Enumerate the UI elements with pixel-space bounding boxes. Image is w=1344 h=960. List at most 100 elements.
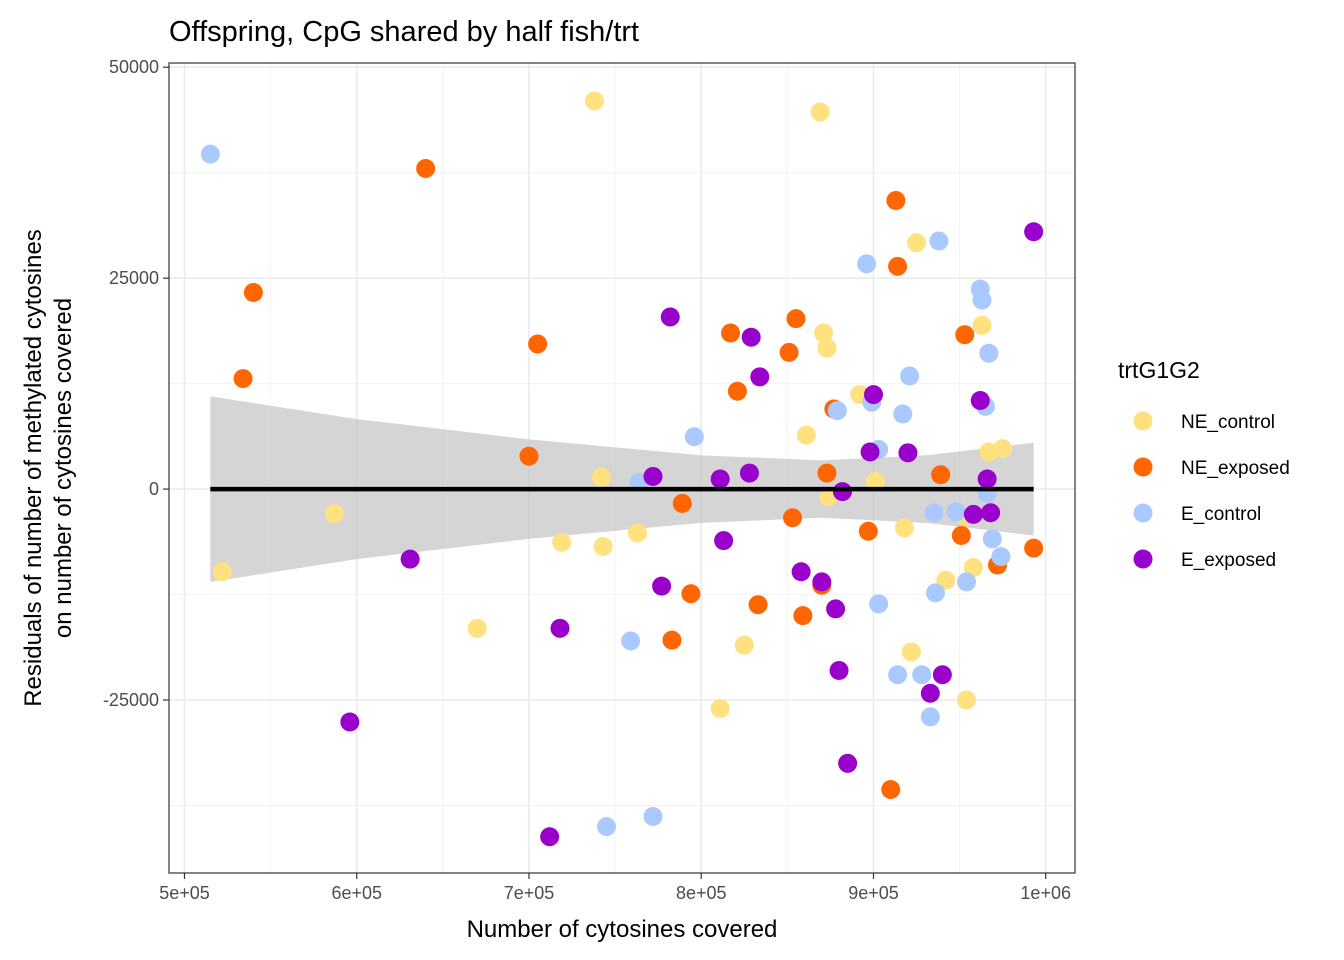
data-point-ne-control	[907, 233, 927, 253]
data-point-ne-exposed	[416, 158, 436, 178]
y-tick-label: 0	[149, 479, 159, 499]
data-point-e-control	[982, 529, 1002, 549]
y-axis: -25000 0 25000 50000	[103, 57, 169, 710]
data-point-ne-exposed	[519, 446, 539, 466]
data-point-e-exposed	[981, 503, 1001, 523]
data-point-e-control	[920, 707, 940, 727]
data-point-e-exposed	[863, 385, 883, 405]
data-point-ne-exposed	[888, 256, 908, 276]
data-point-e-exposed	[829, 661, 849, 680]
data-point-e-exposed	[812, 572, 832, 592]
data-point-ne-exposed	[233, 369, 253, 389]
data-point-ne-exposed	[662, 630, 682, 650]
x-tick-label: 9e+05	[848, 883, 899, 903]
data-point-ne-control	[817, 338, 837, 358]
data-point-ne-exposed	[1024, 538, 1044, 558]
data-point-e-control	[200, 144, 220, 164]
data-point-e-exposed	[970, 391, 990, 410]
legend-key-e-control	[1133, 503, 1153, 523]
data-point-e-exposed	[739, 463, 759, 483]
legend-label-e-exposed: E_exposed	[1181, 550, 1276, 571]
data-point-ne-exposed	[786, 309, 806, 329]
legend-title: trtG1G2	[1118, 357, 1200, 383]
data-point-ne-exposed	[793, 606, 813, 626]
data-point-e-exposed	[710, 469, 730, 489]
x-tick-label: 6e+05	[331, 883, 382, 903]
x-tick-label: 5e+05	[159, 883, 210, 903]
x-tick-label: 1e+06	[1020, 883, 1071, 903]
data-point-e-exposed	[791, 562, 811, 582]
data-point-e-control	[991, 547, 1011, 567]
data-point-ne-exposed	[727, 381, 747, 401]
data-point-ne-control	[324, 504, 344, 524]
y-tick-label: -25000	[103, 690, 159, 710]
data-point-ne-control	[552, 532, 572, 552]
data-point-ne-control	[865, 472, 885, 491]
data-point-ne-control	[936, 570, 956, 590]
data-point-e-control	[684, 427, 704, 447]
data-point-ne-control	[956, 690, 976, 710]
x-axis: 5e+05 6e+05 7e+05 8e+05 9e+05 1e+06	[159, 873, 1071, 903]
data-point-e-control	[929, 231, 949, 251]
y-axis-title-line-2: on number of cytosines covered	[50, 298, 77, 638]
data-point-e-control	[596, 817, 616, 837]
data-point-ne-control	[814, 323, 834, 343]
data-point-ne-control	[628, 523, 648, 543]
data-point-ne-exposed	[881, 779, 901, 799]
data-point-e-control	[924, 503, 944, 523]
data-point-ne-exposed	[817, 463, 837, 483]
data-point-ne-control	[467, 618, 487, 638]
data-point-e-control	[946, 502, 966, 522]
data-point-e-exposed	[963, 504, 983, 524]
legend-label-ne-control: NE_control	[1181, 412, 1275, 433]
plot-panel-border	[168, 62, 1076, 874]
data-point-ne-exposed	[955, 325, 975, 345]
y-tick-label: 25000	[109, 268, 159, 288]
data-point-ne-exposed	[243, 283, 263, 302]
data-point-e-exposed	[838, 753, 858, 773]
data-point-e-exposed	[977, 469, 997, 489]
data-point-e-exposed	[750, 367, 770, 387]
data-point-e-exposed	[540, 827, 560, 847]
data-point-e-exposed	[932, 665, 952, 685]
data-point-ne-control	[972, 315, 992, 335]
x-tick-label: 7e+05	[504, 883, 555, 903]
data-point-e-control	[893, 404, 913, 424]
data-point-ne-control	[734, 635, 754, 655]
legend-key-ne-control	[1133, 411, 1153, 431]
data-point-ne-exposed	[886, 191, 906, 211]
data-point-e-exposed	[832, 482, 852, 502]
data-point-e-exposed	[550, 618, 570, 638]
data-point-ne-control	[710, 698, 730, 718]
data-point-e-control	[972, 290, 992, 310]
data-point-e-control	[956, 572, 976, 592]
data-point-e-exposed	[714, 531, 734, 551]
data-point-e-exposed	[860, 442, 880, 462]
data-point-e-exposed	[652, 576, 672, 596]
data-point-ne-control	[993, 439, 1013, 459]
data-point-e-control	[979, 343, 999, 363]
x-tick-label: 8e+05	[676, 883, 727, 903]
data-point-e-control	[925, 583, 945, 603]
data-point-ne-control	[901, 642, 921, 662]
data-point-ne-exposed	[951, 526, 971, 545]
legend-label-ne-exposed: NE_exposed	[1181, 458, 1290, 479]
data-point-e-exposed	[826, 599, 846, 619]
data-point-ne-control	[584, 91, 604, 111]
data-point-ne-exposed	[779, 342, 799, 362]
x-axis-title: Number of cytosines covered	[467, 916, 778, 943]
data-point-ne-control	[810, 102, 830, 122]
data-point-ne-exposed	[672, 493, 692, 513]
legend-entries: NE_control NE_exposed E_control E_exposed	[1133, 411, 1290, 571]
legend: trtG1G2 NE_control NE_exposed E_control E_e…	[1118, 357, 1290, 571]
y-axis-title-line-1: Residuals of number of methylated cytosi…	[20, 229, 47, 707]
chart-title: Offspring, CpG shared by half fish/trt	[169, 16, 639, 48]
y-tick-label: 50000	[109, 57, 159, 77]
data-point-ne-exposed	[931, 465, 951, 485]
data-point-ne-control	[894, 518, 914, 538]
data-point-e-exposed	[741, 327, 761, 347]
data-point-e-control	[900, 366, 920, 386]
data-point-e-control	[869, 594, 889, 614]
data-point-e-exposed	[643, 466, 663, 486]
legend-label-e-control: E_control	[1181, 504, 1261, 525]
